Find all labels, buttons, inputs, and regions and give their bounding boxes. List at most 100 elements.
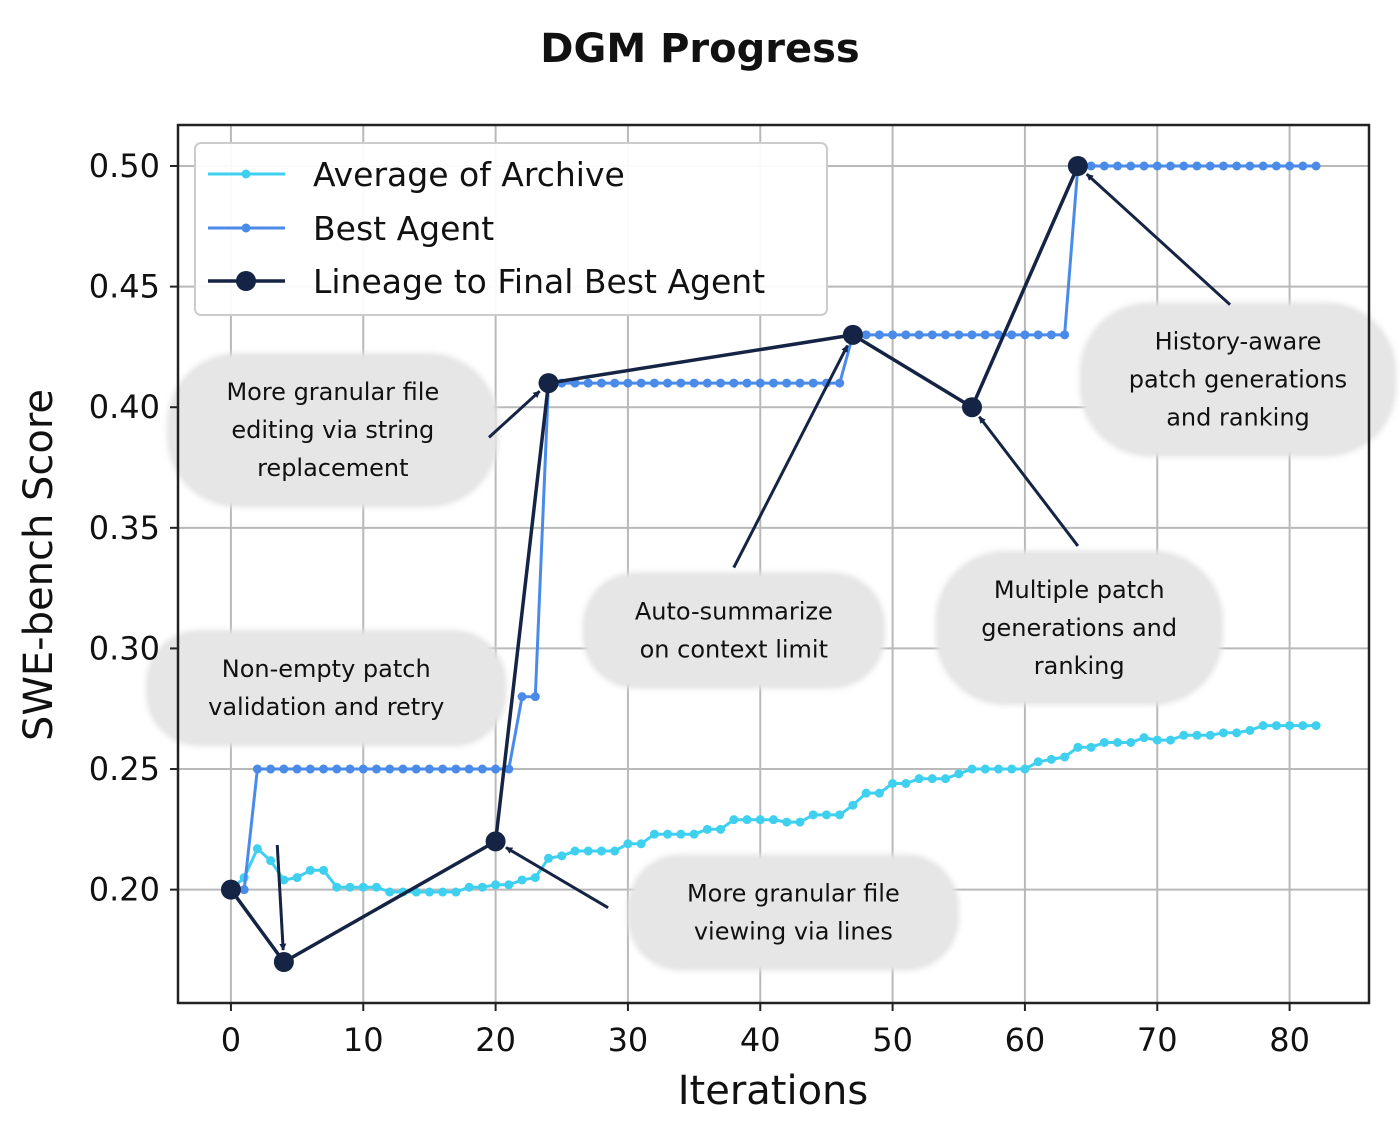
average-of-archive-point xyxy=(980,764,990,774)
best-agent-point xyxy=(702,378,712,388)
best-agent-point xyxy=(345,764,355,774)
best-agent-point xyxy=(252,764,262,774)
best-agent-point xyxy=(888,330,898,340)
average-of-archive-point xyxy=(319,865,329,875)
lineage-to-final-best-agent-point xyxy=(962,397,982,418)
average-of-archive-point xyxy=(1060,752,1070,762)
annotation-text: generations and xyxy=(981,614,1177,642)
average-of-archive-point xyxy=(292,873,302,883)
annotation-text: Non-empty patch xyxy=(222,655,431,683)
best-agent-point xyxy=(358,764,368,774)
average-of-archive-point xyxy=(477,882,487,892)
average-of-archive-point xyxy=(1152,735,1162,745)
average-of-archive-point xyxy=(345,882,355,892)
best-agent-point xyxy=(1258,161,1268,171)
best-agent-point xyxy=(1179,161,1189,171)
average-of-archive-point xyxy=(782,817,792,827)
best-agent-point xyxy=(1033,330,1043,340)
average-of-archive-point xyxy=(742,815,752,825)
annotation-text: ranking xyxy=(1034,652,1125,680)
average-of-archive-point xyxy=(1139,733,1149,743)
best-agent-point xyxy=(954,330,964,340)
average-of-archive-point xyxy=(1073,742,1083,752)
best-agent-point xyxy=(1126,161,1136,171)
annotation-2: More granular file editing via string repl… xyxy=(167,353,541,508)
legend-swatch-marker xyxy=(236,271,256,291)
annotation-text: on context limit xyxy=(640,635,828,663)
annotation-arrow xyxy=(487,390,541,439)
average-of-archive-point xyxy=(821,810,831,820)
best-agent-point xyxy=(676,378,686,388)
chart-title: DGM Progress xyxy=(540,26,859,72)
x-tick-label: 30 xyxy=(608,1021,649,1059)
legend-label: Best Agent xyxy=(313,209,494,248)
lineage-to-final-best-agent-point xyxy=(485,831,506,852)
annotation-1: Non-empty patch validation and retry xyxy=(146,630,507,951)
average-of-archive-point xyxy=(332,882,342,892)
best-agent-point xyxy=(424,764,434,774)
annotation-text: replacement xyxy=(257,454,408,482)
average-of-archive-point xyxy=(941,774,951,784)
y-tick-label: 0.35 xyxy=(89,509,160,547)
average-of-archive-point xyxy=(596,846,606,856)
average-of-archive-point xyxy=(583,846,593,856)
best-agent-point xyxy=(477,764,487,774)
best-agent-point xyxy=(305,764,315,774)
best-agent-point xyxy=(1020,330,1030,340)
best-agent-point xyxy=(1245,161,1255,171)
y-tick-label: 0.30 xyxy=(89,629,160,667)
best-agent-point xyxy=(596,378,606,388)
x-tick-label: 40 xyxy=(740,1021,781,1059)
best-agent-point xyxy=(663,378,673,388)
average-of-archive-point xyxy=(358,882,368,892)
best-agent-point xyxy=(808,378,818,388)
average-of-archive-point xyxy=(769,815,778,825)
annotation-bubble-core xyxy=(1083,306,1393,453)
average-of-archive-point xyxy=(544,853,554,863)
annotation-6: History-aware patch generations and rankin… xyxy=(1079,172,1397,457)
best-agent-point xyxy=(755,378,765,388)
annotation-text: More granular file xyxy=(226,378,439,406)
best-agent-point xyxy=(292,764,302,774)
average-of-archive-point xyxy=(372,882,381,892)
annotation-bubble-core xyxy=(171,357,495,504)
best-agent-point xyxy=(941,330,951,340)
average-of-archive-point xyxy=(835,810,845,820)
best-agent-point xyxy=(1046,330,1056,340)
average-of-archive-point xyxy=(1232,728,1242,738)
best-agent-point xyxy=(1099,161,1109,171)
average-of-archive-point xyxy=(530,873,540,883)
lineage-to-final-best-agent-point xyxy=(1067,156,1088,177)
best-agent-point xyxy=(782,378,792,388)
average-of-archive-point xyxy=(848,800,858,810)
average-of-archive-point xyxy=(676,829,686,839)
best-agent-point xyxy=(319,764,329,774)
average-of-archive-point xyxy=(424,887,434,897)
average-of-archive-point xyxy=(808,810,818,820)
y-tick-label: 0.25 xyxy=(89,750,160,788)
x-tick-label: 80 xyxy=(1269,1021,1310,1059)
best-agent-point xyxy=(835,378,845,388)
x-tick-label: 50 xyxy=(872,1021,913,1059)
average-of-archive-point xyxy=(702,824,712,834)
best-agent-point xyxy=(1311,161,1321,171)
best-agent-point xyxy=(1285,161,1295,171)
average-of-archive-point xyxy=(729,815,739,825)
annotation-arrow xyxy=(1085,172,1232,306)
average-of-archive-point xyxy=(993,764,1003,774)
average-of-archive-point xyxy=(1007,764,1017,774)
average-of-archive-point xyxy=(914,774,924,784)
legend-label: Average of Archive xyxy=(313,155,625,194)
x-tick-label: 70 xyxy=(1137,1021,1178,1059)
lineage-to-final-best-agent-point xyxy=(842,324,863,345)
best-agent-point xyxy=(901,330,911,340)
best-agent-point xyxy=(636,378,646,388)
x-tick-label: 20 xyxy=(475,1021,516,1059)
average-of-archive-point xyxy=(385,887,395,897)
average-of-archive-point xyxy=(888,779,898,788)
x-tick-label: 0 xyxy=(221,1021,241,1059)
average-of-archive-point xyxy=(1046,754,1056,764)
best-agent-point xyxy=(464,764,474,774)
annotation-text: and ranking xyxy=(1166,403,1310,431)
